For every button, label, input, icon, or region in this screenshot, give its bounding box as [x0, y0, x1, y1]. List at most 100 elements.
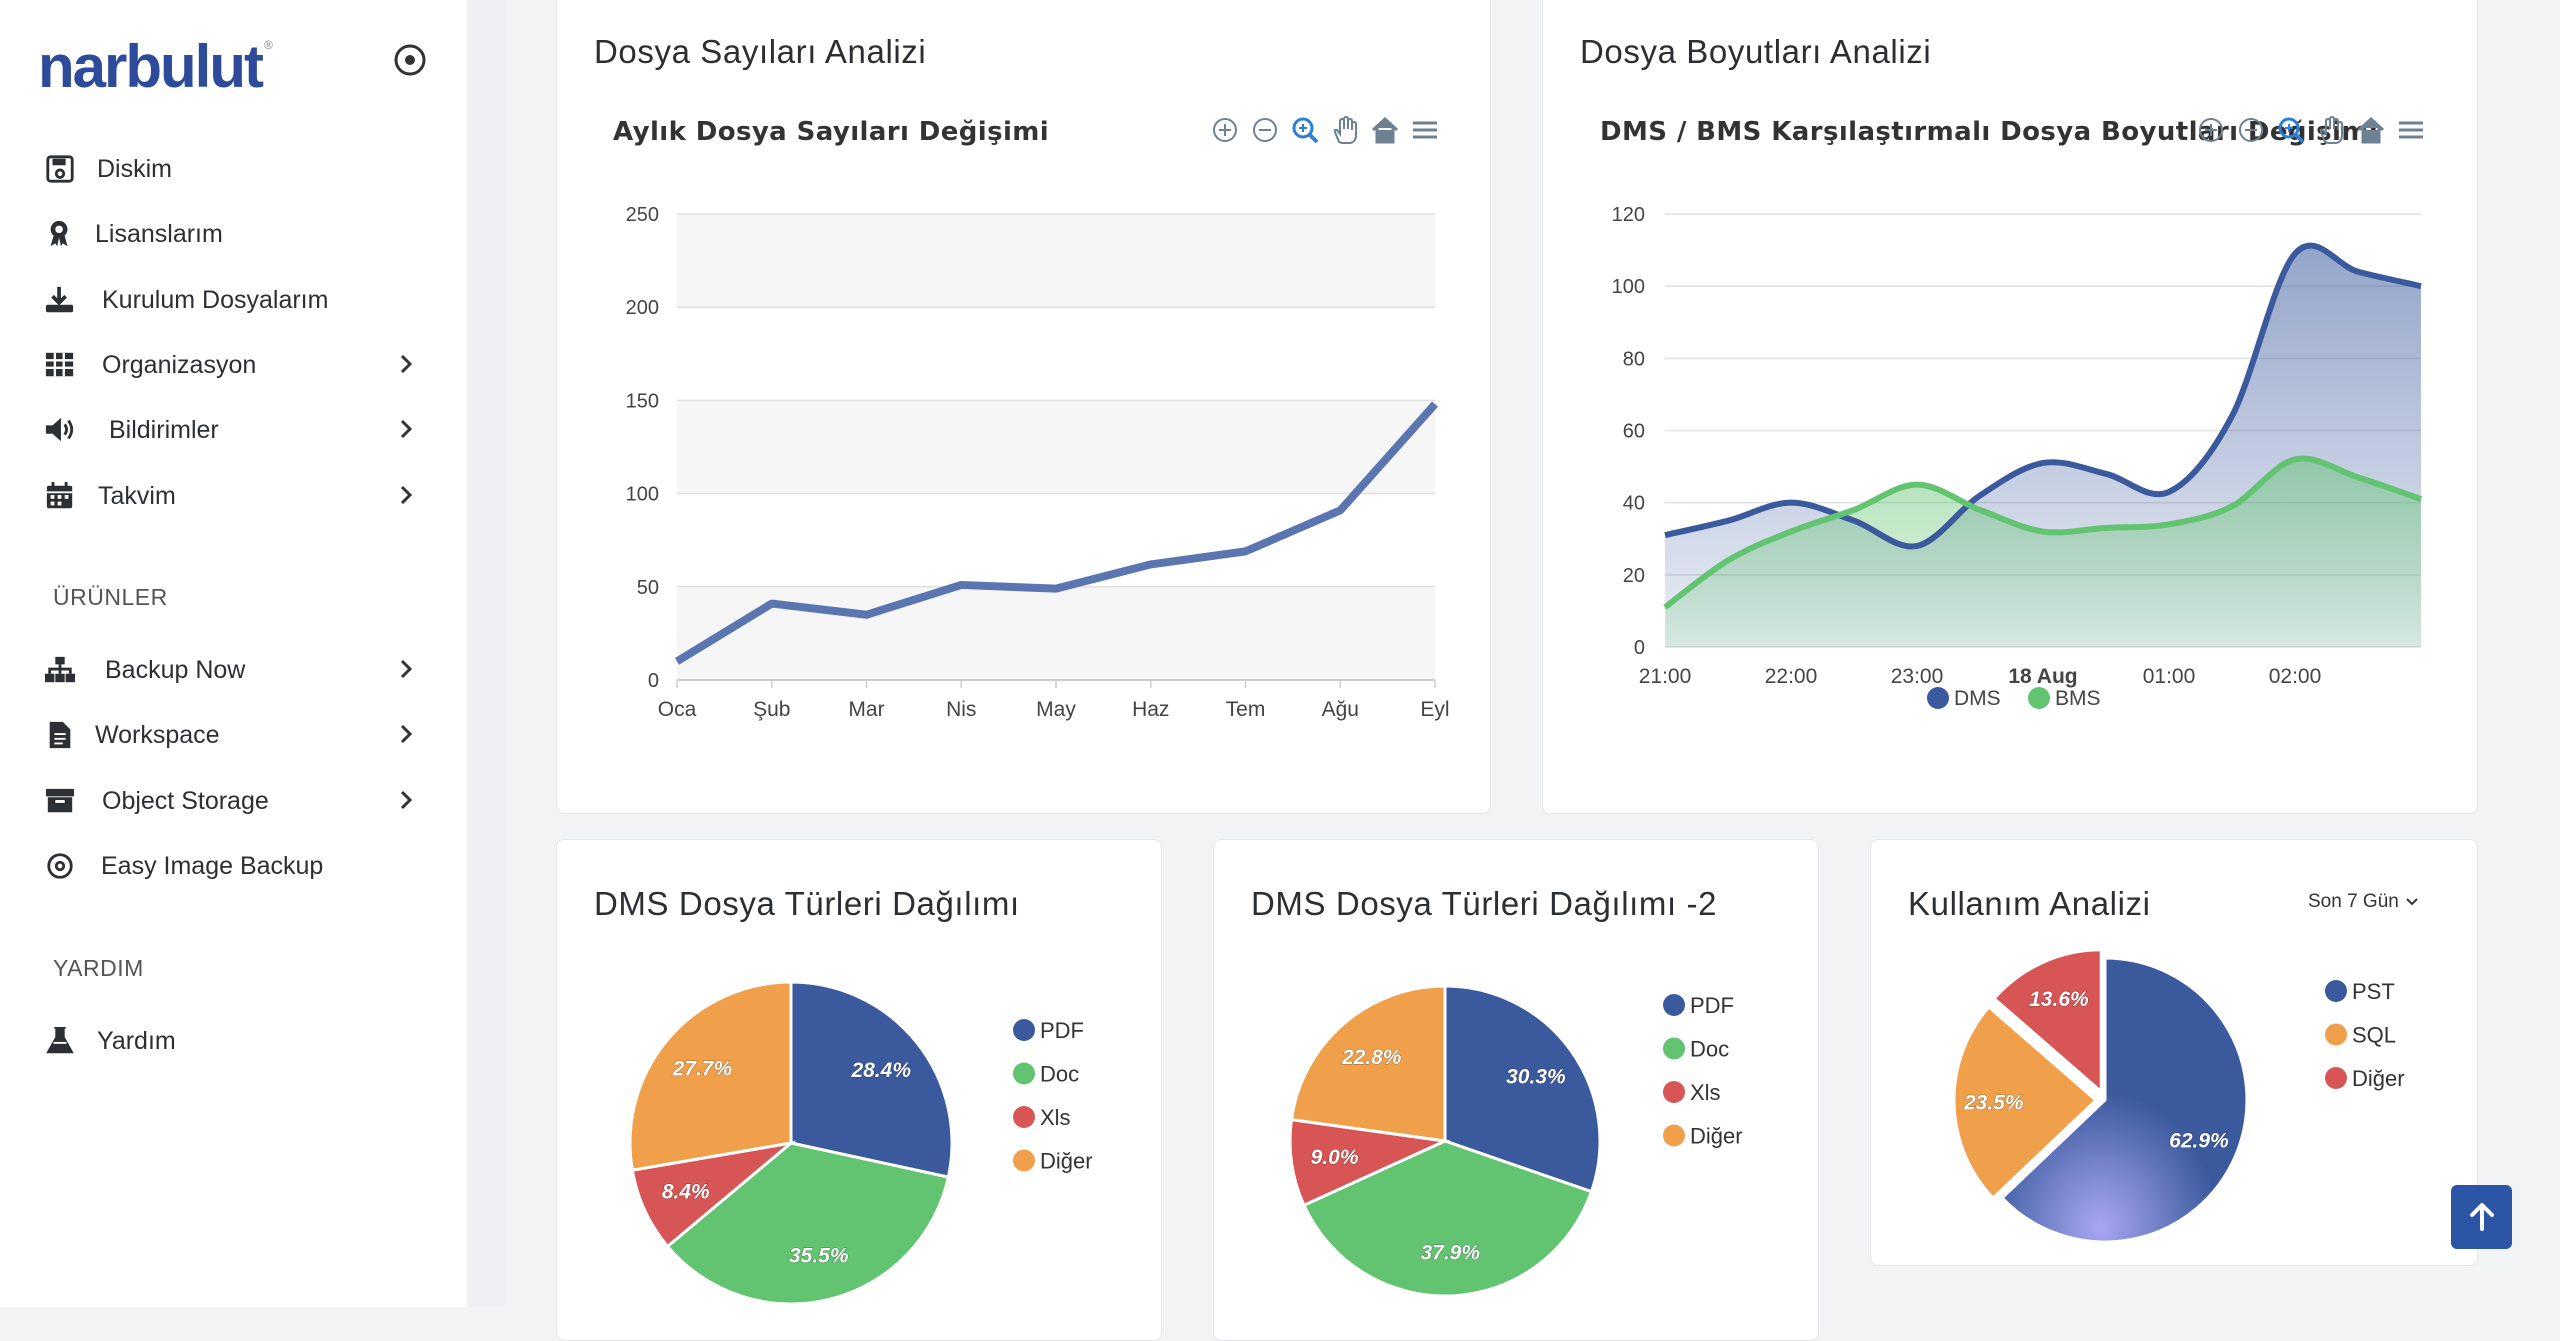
sidebar-item-lisanslarım[interactable]: Lisanslarım: [0, 205, 467, 261]
sidebar-item-object-storage[interactable]: Object Storage: [0, 772, 467, 828]
sidebar-item-diskim[interactable]: Diskim: [0, 140, 467, 196]
sidebar-item-label: Takvim: [98, 481, 176, 510]
y-tick-label: 60: [1623, 421, 1645, 443]
sidebar-toggle-icon[interactable]: [393, 43, 427, 77]
sidebar-item-yardım[interactable]: Yardım: [0, 1012, 467, 1068]
x-tick-label: Nis: [946, 698, 976, 721]
sidebar-item-label: Bildirimler: [109, 416, 219, 445]
pie-slice-doc: [665, 1141, 951, 1306]
sidebar-item-bildirimler[interactable]: Bildirimler: [0, 401, 467, 457]
file-counts-chart-title: Aylık Dosya Sayıları Değişimi: [613, 117, 1050, 147]
legend-label: PDF: [1690, 993, 1734, 1018]
pie-value-label: 22.8%: [1341, 1046, 1402, 1069]
sidebar-gutter: [467, 0, 505, 1307]
usage-card: Kullanım Analizi Son 7 Gün 62.9% 23.5% 13.…: [1870, 839, 2478, 1266]
chevron-right-icon: [400, 790, 413, 809]
disc-icon: [47, 853, 73, 879]
scroll-to-top-button[interactable]: [2451, 1185, 2512, 1249]
chevron-right-icon: [400, 420, 413, 439]
pie-slice-doc: [1301, 1139, 1594, 1298]
x-tick-label: 02:00: [2269, 665, 2322, 688]
pan-hand-icon[interactable]: [1330, 115, 1360, 145]
legend-label: Diğer: [2352, 1066, 2405, 1091]
menu-icon[interactable]: [1410, 115, 1440, 145]
menu-icon[interactable]: [2396, 115, 2426, 145]
zoom-out-icon[interactable]: [2236, 115, 2266, 145]
pie-slice-diğer: [1992, 948, 2103, 1096]
dms-types-title: DMS Dosya Türleri Dağılımı: [594, 885, 1020, 922]
sidebar-item-backup-now[interactable]: Backup Now: [0, 641, 467, 697]
pie-value-label: 8.4%: [662, 1181, 710, 1204]
home-icon[interactable]: [1370, 115, 1400, 145]
x-tick-label: Tem: [1226, 698, 1266, 721]
usage-title: Kullanım Analizi: [1908, 885, 2151, 922]
sidebar-item-workspace[interactable]: Workspace: [0, 706, 467, 762]
sidebar-item-organizasyon[interactable]: Organizasyon: [0, 336, 467, 392]
pan-hand-icon[interactable]: [2316, 115, 2346, 145]
pie-slice-pdf: [1443, 984, 1602, 1194]
chevron-right-icon: [400, 354, 413, 373]
zoom-in-icon[interactable]: [1210, 115, 1240, 145]
sidebar-item-label: Yardım: [97, 1027, 176, 1055]
legend-marker-bms: [2028, 687, 2050, 709]
legend-label: SQL: [2352, 1023, 2396, 1048]
pie-value-label: 23.5%: [1963, 1091, 2024, 1114]
y-tick-label: 0: [1634, 637, 1645, 659]
calendar-icon: [46, 481, 73, 508]
legend-marker-diğer: [1013, 1149, 1035, 1172]
zoom-in-icon[interactable]: [2196, 115, 2226, 145]
sidebar-item-kurulum-dosyalarım[interactable]: Kurulum Dosyalarım: [0, 271, 467, 327]
data-point: [1339, 509, 1341, 511]
sidebar-item-easy-image-backup[interactable]: Easy Image Backup: [0, 837, 467, 893]
sitemap-icon: [45, 656, 75, 683]
pie-value-label: 35.5%: [789, 1245, 849, 1268]
y-tick-label: 200: [626, 297, 659, 319]
zoom-out-icon[interactable]: [1250, 115, 1280, 145]
usage-period-value: Son 7 Gün: [2308, 891, 2399, 912]
sidebar-item-takvim[interactable]: Takvim: [0, 467, 467, 523]
x-tick-label: Eyl: [1420, 698, 1449, 721]
series-line-dms: [1664, 242, 2422, 550]
x-tick-label: 22:00: [1765, 665, 1818, 688]
sidebar-item-label: Easy Image Backup: [101, 851, 324, 880]
brand-mark: ®: [263, 38, 273, 52]
y-tick-label: 50: [637, 577, 659, 599]
usage-period-dropdown[interactable]: Son 7 Gün: [2308, 891, 2419, 913]
archive-icon: [45, 788, 75, 812]
home-icon[interactable]: [2356, 115, 2386, 145]
y-tick-label: 250: [626, 204, 659, 226]
data-point: [1055, 588, 1057, 590]
sidebar-item-label: Kurulum Dosyalarım: [102, 285, 329, 314]
section-header-products: ÜRÜNLER: [53, 584, 168, 610]
pie-value-label: 9.0%: [1311, 1146, 1359, 1169]
selection-zoom-icon[interactable]: [1290, 115, 1320, 145]
legend-marker-doc: [1013, 1062, 1035, 1085]
x-tick-label: Ağu: [1322, 698, 1359, 721]
award-icon: [50, 221, 68, 247]
pie-slice-xls: [1288, 1117, 1451, 1208]
arrow-up-icon: [2469, 1203, 2494, 1231]
brand-logo[interactable]: narbulut ®: [38, 32, 273, 101]
x-tick-label: May: [1036, 698, 1076, 721]
download-icon: [45, 286, 74, 312]
pie-value-label: 27.7%: [672, 1057, 733, 1080]
chevron-right-icon: [400, 725, 413, 744]
selection-zoom-icon[interactable]: [2276, 115, 2306, 145]
pie-value-label: 37.9%: [1420, 1241, 1480, 1264]
brand-name: narbulut: [38, 33, 264, 100]
legend-marker-pst: [2325, 980, 2347, 1002]
y-tick-label: 120: [1612, 204, 1645, 226]
pie-slice-pst: [1999, 956, 2249, 1244]
legend-marker-xls: [1663, 1081, 1685, 1103]
legend-marker-doc: [1663, 1037, 1685, 1060]
pie-slice-pdf: [789, 980, 954, 1179]
sidebar-item-label: Diskim: [97, 155, 172, 183]
chevron-right-icon: [400, 485, 413, 504]
file-sizes-title: Dosya Boyutları Analizi: [1580, 33, 1932, 70]
pie-slice-sql: [1952, 1004, 2099, 1201]
legend-label: Xls: [1690, 1080, 1721, 1105]
file-counts-line-chart: 0 50 100 150 200 250 Oca Şub Mar Nis May Haz Tem Ağu E…: [626, 204, 1450, 721]
legend-label: Doc: [1690, 1037, 1729, 1062]
series-line-bms: [1663, 455, 2422, 610]
legend-label: Xls: [1040, 1105, 1071, 1130]
